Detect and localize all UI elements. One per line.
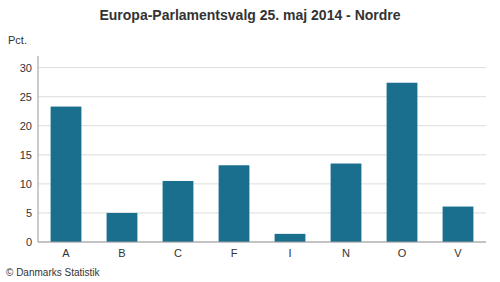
y-axis-line xyxy=(38,56,39,242)
x-tick-label: C xyxy=(174,247,182,259)
bar xyxy=(443,207,474,242)
y-tick-label: 0 xyxy=(26,236,32,248)
grid-line xyxy=(38,96,486,97)
bar xyxy=(219,165,250,242)
y-tick-label: 15 xyxy=(20,149,32,161)
bar xyxy=(275,234,306,242)
bar xyxy=(387,83,418,242)
x-tick-label: V xyxy=(454,247,462,259)
x-tick-label: A xyxy=(62,247,70,259)
y-tick-label: 10 xyxy=(20,178,32,190)
x-tick-label: N xyxy=(342,247,350,259)
y-axis-label: Pct. xyxy=(8,34,27,46)
x-tick-label: I xyxy=(288,247,291,259)
chart-svg: Europa-Parlamentsvalg 25. maj 2014 - Nor… xyxy=(0,0,500,282)
grid-line xyxy=(38,212,486,213)
grid-line xyxy=(38,154,486,155)
y-tick-label: 20 xyxy=(20,120,32,132)
bar xyxy=(163,181,194,242)
bar xyxy=(107,213,138,242)
x-tick-label: F xyxy=(231,247,238,259)
bar xyxy=(51,107,82,242)
y-axis: 0 5 10 15 20 25 30 xyxy=(20,56,486,248)
y-tick-label: 5 xyxy=(26,207,32,219)
footer: © Danmarks Statistik xyxy=(6,267,101,278)
grid-line xyxy=(38,242,486,243)
chart-container: Europa-Parlamentsvalg 25. maj 2014 - Nor… xyxy=(0,0,500,282)
title: Europa-Parlamentsvalg 25. maj 2014 - Nor… xyxy=(99,7,400,23)
bar xyxy=(331,164,362,242)
y-tick-label: 25 xyxy=(20,91,32,103)
grid-line xyxy=(38,67,486,68)
y-tick-label: 30 xyxy=(20,62,32,74)
x-axis-line xyxy=(38,242,486,243)
x-tick-label: O xyxy=(398,247,407,259)
grid-line xyxy=(38,183,486,184)
grid-line xyxy=(38,125,486,126)
bars xyxy=(51,83,474,242)
x-tick-label: B xyxy=(118,247,125,259)
